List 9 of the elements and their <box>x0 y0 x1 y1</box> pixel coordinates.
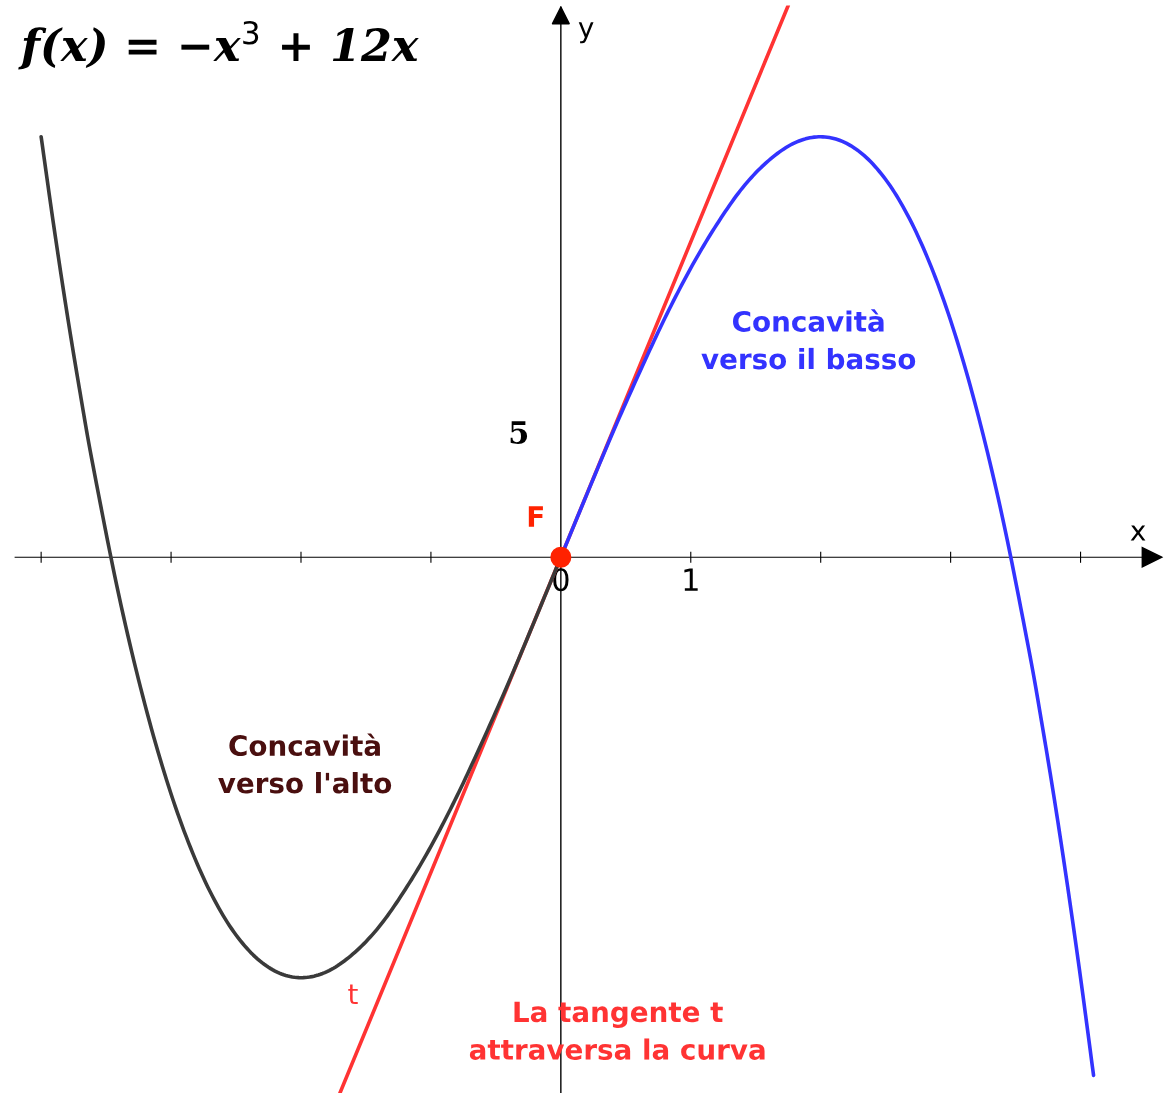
annotation: 5 <box>510 421 528 444</box>
x-axis-title: x <box>1130 525 1146 541</box>
series-label: t <box>348 984 358 1005</box>
chart-title: f(x) = −x$^{3}$ + 12x <box>18 20 419 70</box>
y-axis-title: y <box>578 22 594 44</box>
series-label: F <box>528 506 543 527</box>
x-tick-label: 1 <box>684 568 698 591</box>
annotation: Concavità verso il basso <box>701 309 916 370</box>
annotation: Concavità verso l'alto <box>218 733 392 794</box>
